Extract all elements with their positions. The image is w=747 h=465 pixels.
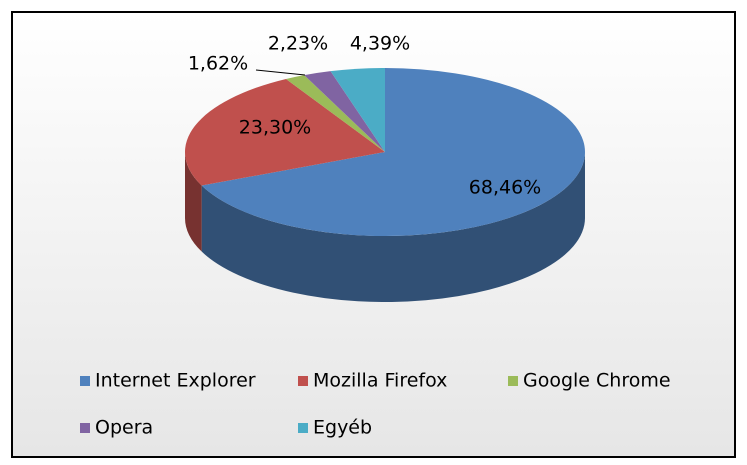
slice — [286, 75, 385, 152]
legend-swatch — [298, 423, 308, 433]
legend-swatch — [508, 376, 518, 386]
data-label: 4,39% — [350, 33, 410, 55]
slice — [201, 68, 585, 236]
legend-swatch — [298, 376, 308, 386]
legend-label: Opera — [95, 417, 153, 439]
legend-label: Internet Explorer — [95, 370, 256, 392]
legend-swatch — [80, 423, 90, 433]
data-label: 23,30% — [239, 117, 311, 139]
slice — [304, 71, 385, 152]
data-label: 2,23% — [268, 33, 328, 55]
data-label: 1,62% — [188, 53, 248, 75]
leader-line — [255, 69, 306, 76]
legend-label: Egyéb — [313, 417, 372, 439]
legend-label: Mozilla Firefox — [313, 370, 447, 392]
slice-side — [201, 152, 585, 302]
slice — [185, 79, 385, 186]
legend-label: Google Chrome — [523, 370, 671, 392]
legend-swatch — [80, 376, 90, 386]
data-label: 68,46% — [469, 177, 541, 199]
slice — [330, 68, 385, 152]
slice-side — [185, 152, 202, 252]
